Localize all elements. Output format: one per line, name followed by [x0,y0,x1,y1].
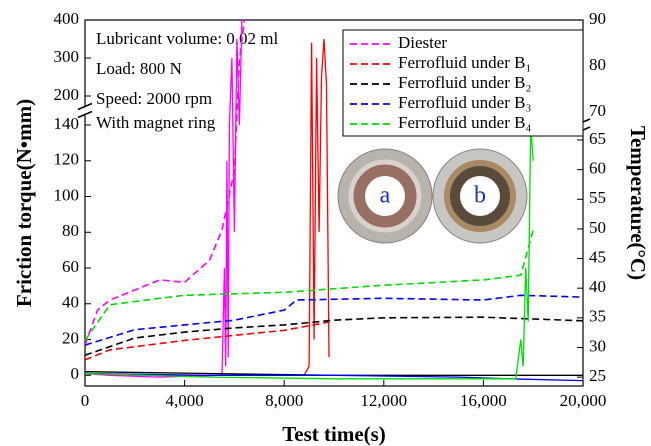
x-tick-label: 16,000 [460,391,507,410]
temperature-line [84,321,330,361]
annotation: Load: 800 N [96,59,182,78]
torque-line [84,124,534,380]
y2-tick-label: 45 [589,247,606,266]
axis-break-mark [77,102,93,111]
y2-tick-label: 80 [589,55,606,74]
y-tick-label: 80 [62,221,79,240]
legend-label: Ferrofluid under B₄ [398,113,531,132]
y2-tick-label: 35 [589,307,606,326]
temperature-line [84,19,246,346]
inset-label: a [380,183,391,209]
annotation: With magnet ring [96,113,216,132]
annotations: Lubricant volume: 0.02 ml Load: 800 N Sp… [96,29,279,132]
inset-label: b [474,183,486,209]
y2-tick-label: 90 [589,9,606,28]
y2-tick-label: 40 [589,277,606,296]
photo-a-center [365,176,405,216]
y-tick-label: 0 [71,364,80,383]
y2-tick-label: 50 [589,218,606,237]
y-tick-label: 100 [54,185,80,204]
x-tick-label: 20,000 [560,391,607,410]
y-tick-label: 140 [54,114,80,133]
photo-b-center [460,176,500,216]
y2-tick-label: 70 [589,101,606,120]
annotation: Lubricant volume: 0.02 ml [96,29,279,48]
torque-line [84,19,243,378]
annotation: Speed: 2000 rpm [96,89,212,108]
y2-tick-label: 55 [589,188,606,207]
y-tick-label: 40 [62,293,79,312]
axis-break-gap [78,105,92,116]
y2-tick-label: 65 [589,129,606,148]
temperature-line [84,316,584,356]
legend [342,29,584,137]
y-tick-label: 60 [62,257,79,276]
temperature-line [84,294,584,346]
x-tick-label: 4,000 [165,391,203,410]
x-tick-label: 8,000 [265,391,303,410]
axis-break-mark [77,110,93,119]
y2-tick-label: 60 [589,159,606,178]
y-tick-label: 20 [62,328,79,347]
y-axis-title: Friction torque(N•mm) [12,99,36,307]
legend-label: Ferrofluid under B₂ [398,73,531,92]
y2-tick-label: 25 [589,366,606,385]
y-tick-label: 300 [54,47,80,66]
y-tick-label: 200 [54,85,80,104]
legend-label: Ferrofluid under B₃ [398,93,531,112]
x-tick-label: 0 [81,391,90,410]
y-tick-label: 400 [54,9,80,28]
y2-axis-title: Temperature(°C) [626,126,650,280]
y2-tick-label: 30 [589,336,606,355]
y-tick-label: 120 [54,150,80,169]
x-tick-label: 12,000 [360,391,407,410]
inset-photos: a b [337,148,528,244]
torque-line [84,372,584,382]
legend-label: Ferrofluid under B₁ [398,53,531,72]
x-axis-title: Test time(s) [282,422,386,446]
plot-frame [84,19,584,387]
legend-label: Diester [398,33,447,52]
temperature-line [84,229,534,341]
